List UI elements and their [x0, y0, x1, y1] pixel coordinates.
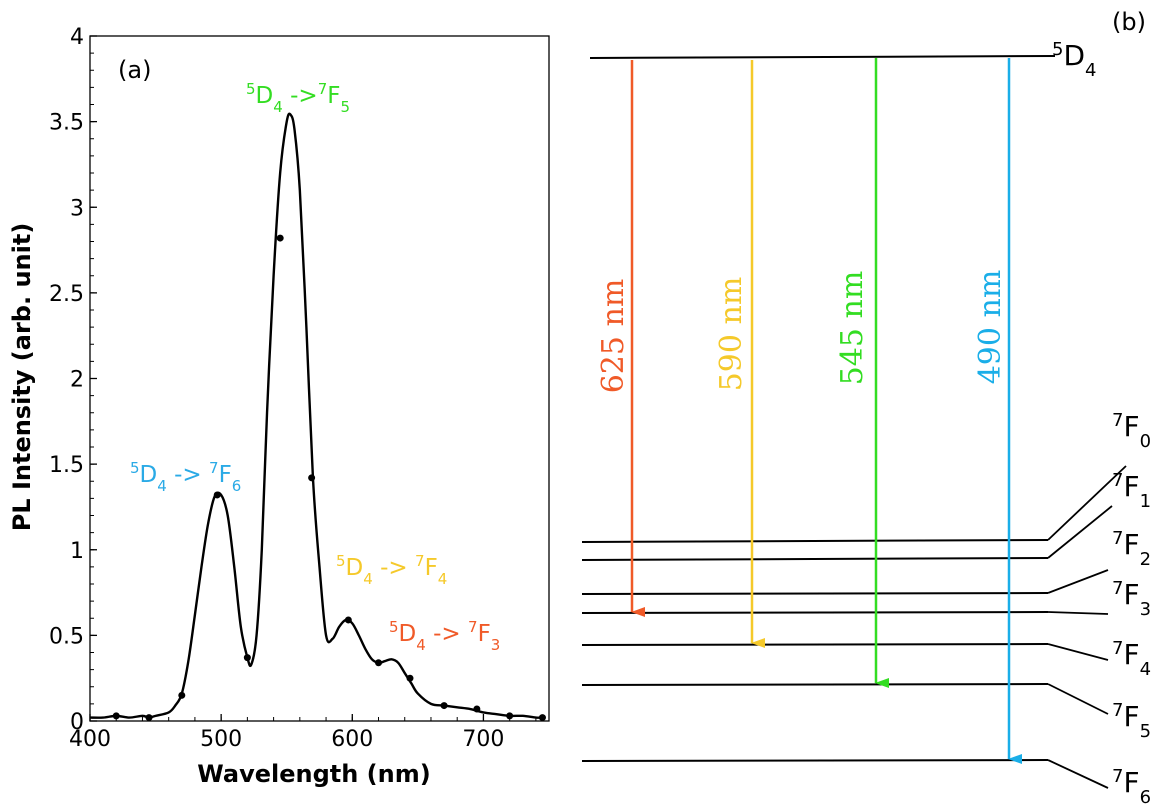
level-7f4	[581, 643, 1049, 646]
spectrum-line	[89, 112, 543, 719]
level-7f5	[581, 683, 1049, 686]
level-7f2	[581, 592, 1049, 595]
x-axis-label: Wavelength (nm)	[197, 760, 430, 788]
leader-7f3	[1047, 611, 1109, 615]
x-tick-label: 600	[331, 727, 373, 752]
data-markers	[112, 234, 546, 722]
y-tick-label: 4	[70, 25, 84, 50]
level-7f1	[581, 557, 1049, 561]
data-point	[213, 491, 221, 499]
y-tick-label: 2.5	[49, 282, 84, 307]
level-7f2-label: 7F2	[1112, 528, 1151, 570]
transition-label-490: 490 nm	[973, 270, 1008, 385]
data-point	[538, 714, 546, 722]
level-7f6	[581, 759, 1049, 762]
annotation-d4-f4: 5D4 -> 7F4	[336, 552, 447, 588]
x-tick-label: 400	[69, 727, 111, 752]
level-7f4-label: 7F4	[1112, 638, 1151, 680]
level-7f5-label: 7F5	[1112, 700, 1151, 742]
data-point	[145, 714, 153, 722]
level-5d4-label: 5D4	[1052, 39, 1096, 81]
data-point	[243, 654, 251, 662]
level-7f3	[581, 611, 1049, 614]
leader-7f2	[1047, 569, 1109, 594]
y-tick-label: 2	[70, 368, 84, 393]
y-axis-ticks: 0 0.5 1 1.5 2 2.5 3 3.5 4	[49, 25, 97, 735]
data-point	[308, 474, 316, 482]
x-axis-ticks: 400 500 600 700	[69, 714, 537, 752]
leader-7f5	[1047, 683, 1109, 715]
y-tick-label: 1.5	[49, 453, 84, 478]
x-tick-label: 700	[462, 727, 504, 752]
pl-spectrum-chart: 0 0.5 1 1.5 2 2.5 3 3.5 4 400 500 600 700 (a) Wavel…	[8, 25, 550, 788]
transition-label-625: 625 nm	[596, 279, 631, 394]
plot-frame	[89, 35, 550, 722]
leader-7f6	[1047, 759, 1109, 789]
data-point	[112, 712, 120, 720]
data-point	[406, 674, 414, 682]
annotation-d4-f6: 5D4 -> 7F6	[130, 459, 241, 495]
annotation-d4-f5: 5D4 ->7F5	[246, 80, 350, 116]
y-tick-label: 3.5	[49, 111, 84, 136]
annotation-d4-f3: 5D4 -> 7F3	[389, 618, 500, 654]
data-point	[276, 234, 284, 242]
level-5d4	[589, 55, 1056, 59]
panel-a-label: (a)	[118, 56, 151, 84]
level-7f0-label: 7F0	[1112, 410, 1151, 452]
data-point	[375, 659, 383, 667]
transition-label-590: 590 nm	[714, 277, 749, 392]
energy-level-diagram: (b) 5D4 7F0 7F1 7F	[581, 8, 1151, 806]
y-tick-label: 0	[70, 710, 84, 735]
level-7f0	[581, 539, 1049, 543]
level-7f3-label: 7F3	[1112, 578, 1151, 620]
data-point	[440, 702, 448, 710]
level-7f6-label: 7F6	[1112, 766, 1151, 806]
y-tick-label: 3	[70, 196, 84, 221]
y-axis-label: PL Intensity (arb. unit)	[8, 223, 36, 532]
data-point	[506, 712, 514, 720]
y-tick-label: 0.5	[49, 624, 84, 649]
level-7f1-label: 7F1	[1112, 470, 1151, 512]
level-leader-lines	[1047, 465, 1127, 789]
data-point	[344, 616, 352, 624]
y-tick-label: 1	[70, 539, 84, 564]
transition-label-545: 545 nm	[835, 271, 870, 386]
leader-7f4	[1047, 643, 1109, 661]
leader-7f1	[1047, 505, 1113, 559]
leader-7f0	[1047, 465, 1127, 541]
x-tick-label: 500	[200, 727, 242, 752]
panel-b-label: (b)	[1112, 8, 1146, 36]
data-point	[178, 691, 186, 699]
data-point	[473, 705, 481, 713]
